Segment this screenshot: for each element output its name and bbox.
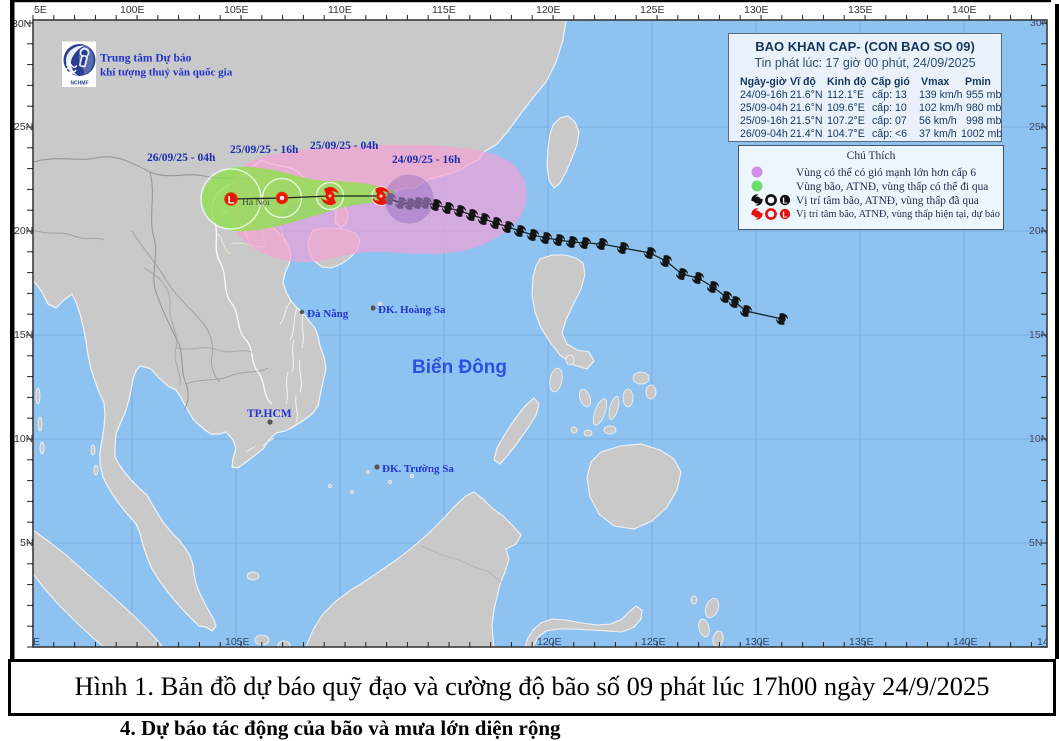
svg-text:110E: 110E: [328, 4, 352, 16]
svg-text:5N: 5N: [20, 537, 33, 549]
svg-text:14: 14: [1037, 636, 1049, 648]
svg-text:140E: 140E: [953, 636, 978, 648]
svg-text:30N: 30N: [1030, 17, 1049, 29]
svg-text:L: L: [228, 195, 235, 207]
svg-text:L: L: [782, 210, 787, 220]
svg-text:5E: 5E: [34, 4, 47, 16]
svg-text:130E: 130E: [744, 4, 769, 16]
svg-text:Đà Nẵng: Đà Nẵng: [307, 308, 349, 320]
svg-text:10N: 10N: [14, 433, 33, 445]
svg-text:135E: 135E: [849, 636, 874, 648]
svg-text:135E: 135E: [848, 4, 873, 16]
svg-text:26/09/25 - 04h: 26/09/25 - 04h: [147, 152, 216, 164]
svg-text:130E: 130E: [745, 636, 770, 648]
svg-text:ĐK. Hoàng Sa: ĐK. Hoàng Sa: [378, 304, 446, 316]
svg-text:140E: 140E: [952, 4, 977, 16]
svg-text:100E: 100E: [120, 4, 145, 16]
svg-text:120E: 120E: [537, 636, 562, 648]
svg-text:Biển Đông: Biển Đông: [412, 357, 507, 378]
svg-text:L: L: [782, 196, 787, 206]
svg-text:125E: 125E: [641, 636, 666, 648]
svg-text:TP.HCM: TP.HCM: [247, 408, 292, 420]
svg-text:25N: 25N: [1029, 121, 1048, 133]
svg-text:5N: 5N: [1029, 537, 1042, 549]
svg-text:115E: 115E: [432, 4, 456, 16]
svg-text:khí tượng thuỷ văn quốc gia: khí tượng thuỷ văn quốc gia: [100, 67, 233, 79]
svg-text:25/09/25 - 16h: 25/09/25 - 16h: [230, 144, 299, 156]
svg-text:105E: 105E: [225, 636, 250, 648]
svg-text:20N: 20N: [14, 225, 33, 237]
svg-text:15N: 15N: [1029, 329, 1048, 341]
svg-text:E: E: [33, 636, 40, 648]
svg-text:30N: 30N: [12, 18, 31, 30]
svg-text:105E: 105E: [224, 4, 249, 16]
svg-text:Hà Nội: Hà Nội: [242, 198, 270, 208]
svg-text:125E: 125E: [640, 4, 665, 16]
svg-text:ĐK. Trường Sa: ĐK. Trường Sa: [382, 463, 454, 475]
svg-text:25/09/25 - 04h: 25/09/25 - 04h: [310, 140, 379, 152]
svg-text:20N: 20N: [1029, 225, 1048, 237]
svg-text:Trung tâm Dự báo: Trung tâm Dự báo: [100, 53, 192, 65]
svg-text:120E: 120E: [536, 4, 561, 16]
svg-text:15N: 15N: [14, 329, 33, 341]
svg-text:24/09/25 - 16h: 24/09/25 - 16h: [392, 154, 461, 166]
svg-text:10N: 10N: [1029, 433, 1048, 445]
svg-text:NCHMF: NCHMF: [70, 81, 88, 87]
svg-text:25N: 25N: [14, 121, 33, 133]
